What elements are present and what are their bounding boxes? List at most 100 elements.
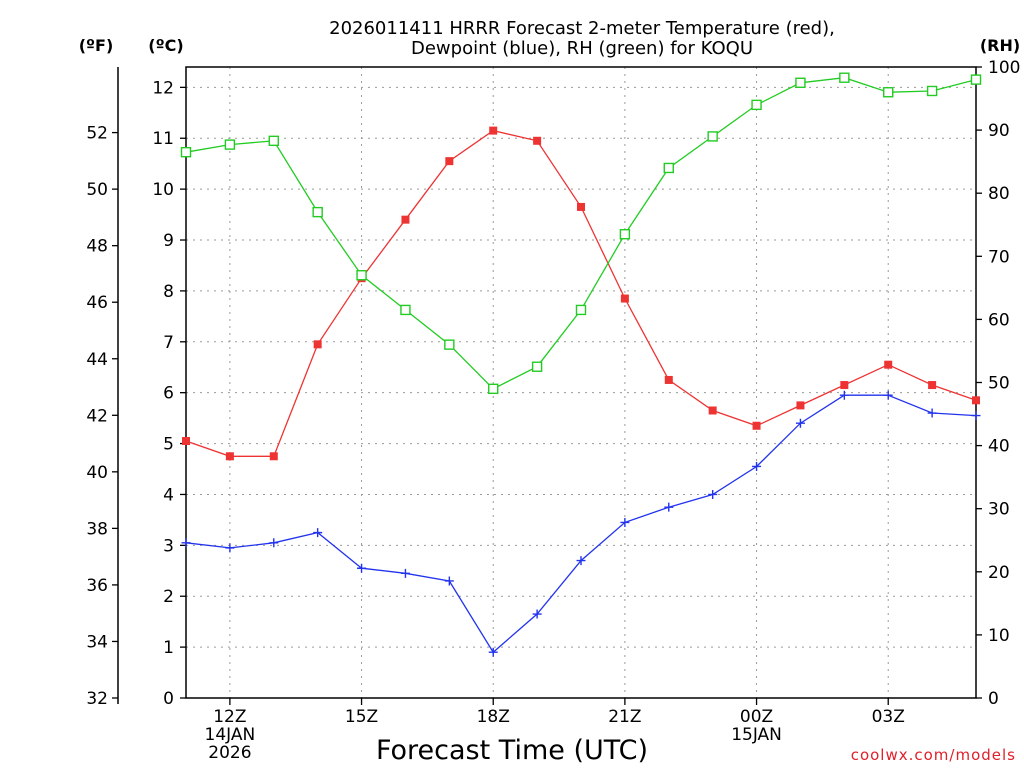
chart-title-line-2: Dewpoint (blue), RH (green) for KOQU [411, 38, 753, 59]
rh-point [224, 139, 236, 150]
x-tick-label: 12Z [213, 707, 246, 727]
celsius-tick-label: 8 [163, 282, 174, 302]
dewpoint-point [313, 528, 323, 538]
rh-tick-label: 40 [988, 437, 1010, 457]
celsius-tick-label: 6 [163, 384, 174, 404]
credit-text: coolwx.com/models [851, 746, 1016, 764]
fahrenheit-tick-label: 44 [86, 350, 108, 370]
x-tick-label: 00Z [740, 707, 773, 727]
fahrenheit-tick-label: 48 [86, 237, 108, 257]
rh-point [180, 146, 192, 158]
rh-point [575, 304, 587, 316]
fahrenheit-tick-label: 42 [86, 406, 108, 426]
rh-point [883, 87, 894, 98]
dewpoint-point [269, 538, 279, 548]
temperature-point [533, 136, 542, 145]
series-dewpoint [181, 390, 981, 657]
fahrenheit-tick-label: 38 [86, 519, 108, 539]
rh-point [531, 361, 543, 372]
temperature-point [928, 381, 937, 390]
temperature-point [752, 421, 761, 430]
temperature-point [708, 406, 717, 415]
dewpoint-line [185, 394, 977, 654]
temperature-point [884, 360, 893, 369]
dewpoint-point [576, 556, 586, 566]
rh-tick-label: 70 [988, 247, 1010, 267]
temperature-point [182, 437, 190, 446]
rh-tick-label: 10 [988, 626, 1010, 646]
temperature-point [796, 401, 805, 410]
dewpoint-point [488, 647, 498, 657]
rh-point [312, 206, 323, 218]
fahrenheit-tick-label: 50 [86, 180, 108, 200]
rh-point [444, 339, 455, 350]
rh-tick-label: 0 [988, 689, 999, 709]
x-tick-label: 18Z [477, 707, 510, 727]
fahrenheit-tick-label: 36 [86, 576, 108, 596]
x-tick-label: 15Z [345, 707, 378, 727]
dewpoint-point [839, 390, 849, 400]
temperature-point [313, 340, 322, 349]
celsius-tick-label: 5 [163, 435, 174, 455]
fahrenheit-tick-label: 40 [86, 463, 108, 483]
rh-point [488, 383, 499, 395]
chart-title-line-1: 2026011411 HRRR Forecast 2-meter Tempera… [329, 18, 835, 39]
dewpoint-point [927, 408, 937, 418]
fahrenheit-tick-label: 46 [86, 293, 108, 313]
dewpoint-point [225, 543, 235, 553]
rh-tick-label: 100 [988, 58, 1020, 78]
temperature-point [269, 452, 278, 461]
plot-frame [185, 66, 977, 699]
x-tick-label: 03Z [872, 707, 905, 727]
dewpoint-point [357, 563, 367, 573]
celsius-tick-label: 1 [163, 638, 174, 658]
celsius-tick-label: 7 [163, 333, 174, 353]
x-tick-label: 2026 [208, 743, 251, 763]
gridlines [186, 67, 976, 698]
fahrenheit-unit-label: (ºF) [79, 36, 114, 55]
rh-tick-label: 50 [988, 374, 1010, 394]
dewpoint-point [400, 568, 410, 578]
dewpoint-point [181, 538, 191, 548]
fahrenheit-tick-label: 32 [86, 689, 108, 709]
rh-point [795, 77, 806, 88]
celsius-tick-label: 11 [152, 129, 174, 149]
series-layer [180, 72, 982, 657]
rh-unit-label: (RH) [980, 36, 1020, 55]
rh-point [268, 135, 279, 147]
fahrenheit-tick-label: 52 [86, 124, 108, 144]
rh-point [751, 99, 762, 111]
temperature-point [489, 126, 498, 135]
rh-tick-label: 60 [988, 310, 1010, 330]
temperature-point [840, 381, 849, 390]
temperature-point [577, 202, 585, 211]
fahrenheit-tick-label: 34 [86, 632, 108, 652]
rh-tick-label: 30 [988, 500, 1010, 520]
temperature-line [185, 129, 977, 457]
celsius-tick-label: 9 [163, 231, 174, 251]
rh-tick-label: 20 [988, 563, 1010, 583]
rh-point [707, 131, 718, 142]
rh-tick-label: 80 [988, 184, 1010, 204]
celsius-unit-label: (ºC) [148, 36, 183, 55]
temperature-point [620, 294, 629, 303]
celsius-tick-label: 12 [152, 78, 174, 98]
rh-point [926, 85, 938, 97]
temperature-point [225, 452, 234, 461]
dewpoint-point [883, 390, 893, 400]
x-tick-label: 14JAN [205, 725, 256, 745]
rh-point [619, 229, 631, 240]
series-temperature [182, 126, 980, 461]
dewpoint-point [620, 517, 630, 527]
x-tick-label: 21Z [608, 707, 641, 727]
rh-tick-label: 90 [988, 121, 1010, 141]
rh-point [970, 74, 982, 85]
dewpoint-point [664, 502, 674, 512]
rh-point [400, 304, 411, 316]
dewpoint-point [708, 489, 718, 499]
celsius-tick-label: 3 [163, 536, 174, 556]
series-rh [180, 72, 982, 395]
rh-point [356, 270, 367, 281]
dewpoint-point [532, 609, 542, 619]
